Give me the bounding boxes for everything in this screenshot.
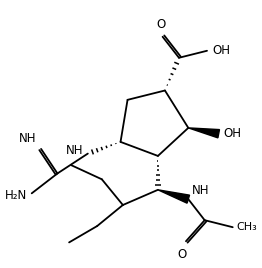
Text: H₂N: H₂N bbox=[5, 189, 27, 202]
Text: NH: NH bbox=[192, 184, 209, 197]
Text: O: O bbox=[178, 248, 187, 261]
Text: NH: NH bbox=[66, 144, 83, 157]
Text: OH: OH bbox=[223, 127, 241, 140]
Polygon shape bbox=[158, 190, 189, 203]
Text: CH₃: CH₃ bbox=[236, 222, 257, 232]
Text: OH: OH bbox=[213, 44, 231, 57]
Text: O: O bbox=[157, 18, 166, 31]
Polygon shape bbox=[188, 128, 220, 138]
Text: NH: NH bbox=[19, 132, 36, 146]
